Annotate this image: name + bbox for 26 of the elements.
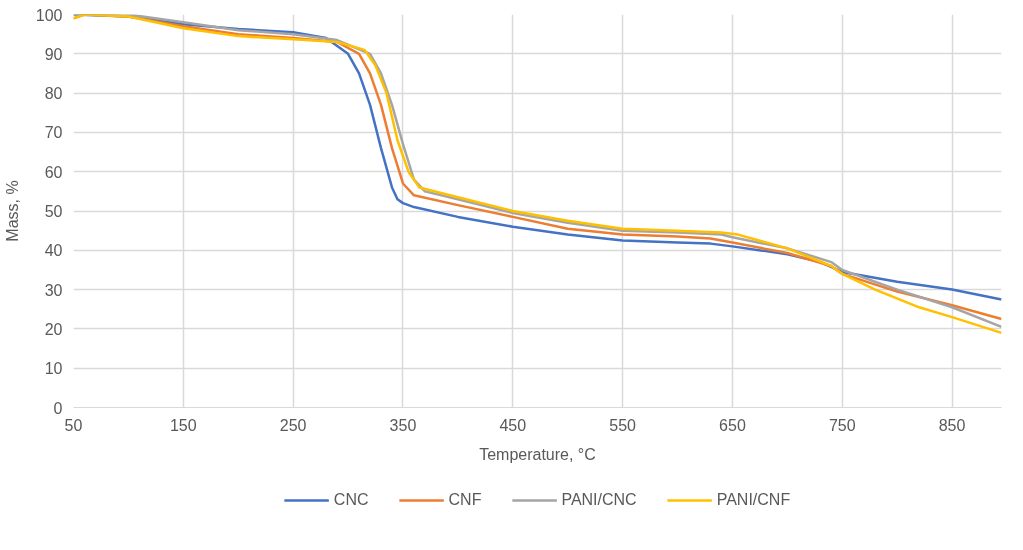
y-axis-title: Mass, %: [3, 180, 21, 242]
x-axis-title: Temperature, °C: [479, 445, 596, 463]
x-tick-label: 350: [389, 416, 417, 434]
legend-label: PANI/CNF: [716, 491, 791, 509]
x-tick-label: 450: [499, 416, 527, 434]
x-tick-label: 150: [169, 416, 197, 434]
x-tick-label: 750: [828, 416, 856, 434]
y-tick-label: 70: [44, 124, 63, 142]
x-tick-label: 50: [64, 416, 83, 434]
y-tick-label: 40: [44, 242, 63, 260]
y-tick-label: 80: [44, 85, 63, 103]
y-tick-label: 0: [53, 399, 63, 417]
y-tick-label: 20: [44, 320, 63, 338]
x-tick-label: 850: [938, 416, 966, 434]
y-tick-label: 60: [44, 163, 63, 181]
legend-label: CNF: [448, 491, 482, 509]
y-tick-label: 30: [44, 281, 63, 299]
x-tick-label: 250: [279, 416, 307, 434]
y-tick-label: 10: [44, 360, 63, 378]
y-tick-label: 50: [44, 203, 63, 220]
y-tick-label: 90: [44, 45, 63, 63]
x-tick-label: 650: [719, 416, 746, 434]
legend-label: PANI/CNC: [561, 491, 637, 509]
legend-label: CNC: [333, 491, 369, 509]
x-tick-label: 550: [609, 416, 637, 434]
y-tick-label: 100: [35, 6, 63, 24]
